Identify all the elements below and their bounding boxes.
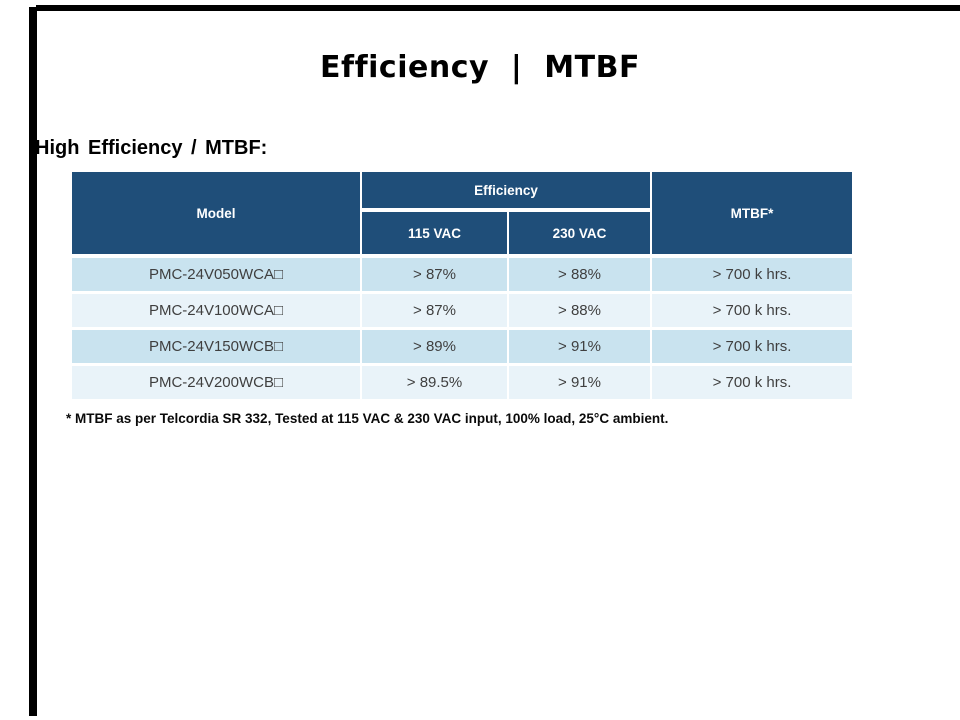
table-row: PMC-24V050WCA□ > 87% > 88% > 700 k hrs. (70, 254, 854, 294)
table-row: PMC-24V200WCB□ > 89.5% > 91% > 700 k hrs… (70, 363, 854, 402)
mtbf-cell: > 700 k hrs. (650, 254, 854, 294)
table-body: PMC-24V050WCA□ > 87% > 88% > 700 k hrs. … (70, 254, 854, 402)
section-heading: High Efficiency / MTBF: (35, 137, 268, 159)
mtbf-cell: > 700 k hrs. (650, 291, 854, 330)
header-115vac: 115 VAC (360, 209, 509, 258)
header-efficiency: Efficiency (360, 170, 652, 212)
model-cell: PMC-24V050WCA□ (70, 254, 362, 294)
efficiency-mtbf-table: Model Efficiency MTBF* 115 VAC 230 VAC P… (70, 170, 854, 402)
mtbf-cell: > 700 k hrs. (650, 327, 854, 366)
footnote: * MTBF as per Telcordia SR 332, Tested a… (66, 411, 669, 426)
left-border-bar (29, 7, 37, 716)
table-header: Model Efficiency MTBF* 115 VAC 230 VAC (70, 170, 854, 258)
slide-title: Efficiency | MTBF (320, 50, 640, 85)
eff-230-cell: > 88% (507, 254, 652, 294)
eff-230-cell: > 91% (507, 363, 652, 402)
header-230vac: 230 VAC (507, 209, 652, 258)
eff-230-cell: > 88% (507, 291, 652, 330)
table-row: PMC-24V150WCB□ > 89% > 91% > 700 k hrs. (70, 327, 854, 366)
eff-115-cell: > 89.5% (360, 363, 509, 402)
model-cell: PMC-24V200WCB□ (70, 363, 362, 402)
top-border-bar (36, 5, 960, 11)
header-row-top: Model Efficiency MTBF* (70, 170, 854, 258)
eff-115-cell: > 89% (360, 327, 509, 366)
header-model: Model (70, 170, 362, 258)
header-mtbf: MTBF* (650, 170, 854, 258)
eff-230-cell: > 91% (507, 327, 652, 366)
model-cell: PMC-24V150WCB□ (70, 327, 362, 366)
model-cell: PMC-24V100WCA□ (70, 291, 362, 330)
header-row-sub: 115 VAC 230 VAC (71, 209, 853, 258)
table-row: PMC-24V100WCA□ > 87% > 88% > 700 k hrs. (70, 291, 854, 330)
eff-115-cell: > 87% (360, 254, 509, 294)
eff-115-cell: > 87% (360, 291, 509, 330)
mtbf-cell: > 700 k hrs. (650, 363, 854, 402)
